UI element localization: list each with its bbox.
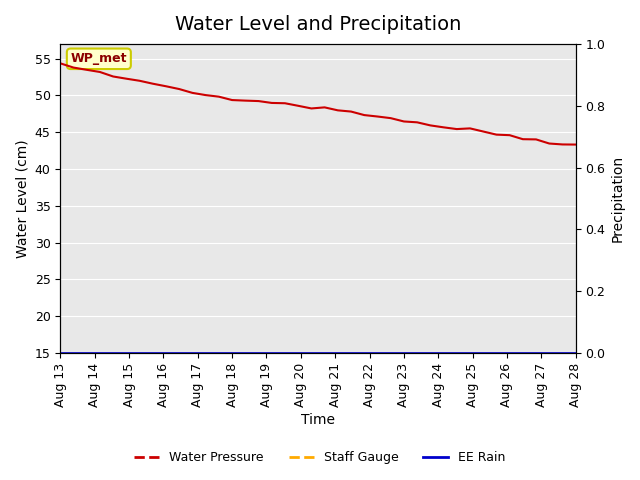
Text: WP_met: WP_met xyxy=(70,52,127,65)
Y-axis label: Precipitation: Precipitation xyxy=(611,155,625,242)
Title: Water Level and Precipitation: Water Level and Precipitation xyxy=(175,15,461,34)
X-axis label: Time: Time xyxy=(301,413,335,427)
Legend: Water Pressure, Staff Gauge, EE Rain: Water Pressure, Staff Gauge, EE Rain xyxy=(129,446,511,469)
Y-axis label: Water Level (cm): Water Level (cm) xyxy=(15,139,29,258)
